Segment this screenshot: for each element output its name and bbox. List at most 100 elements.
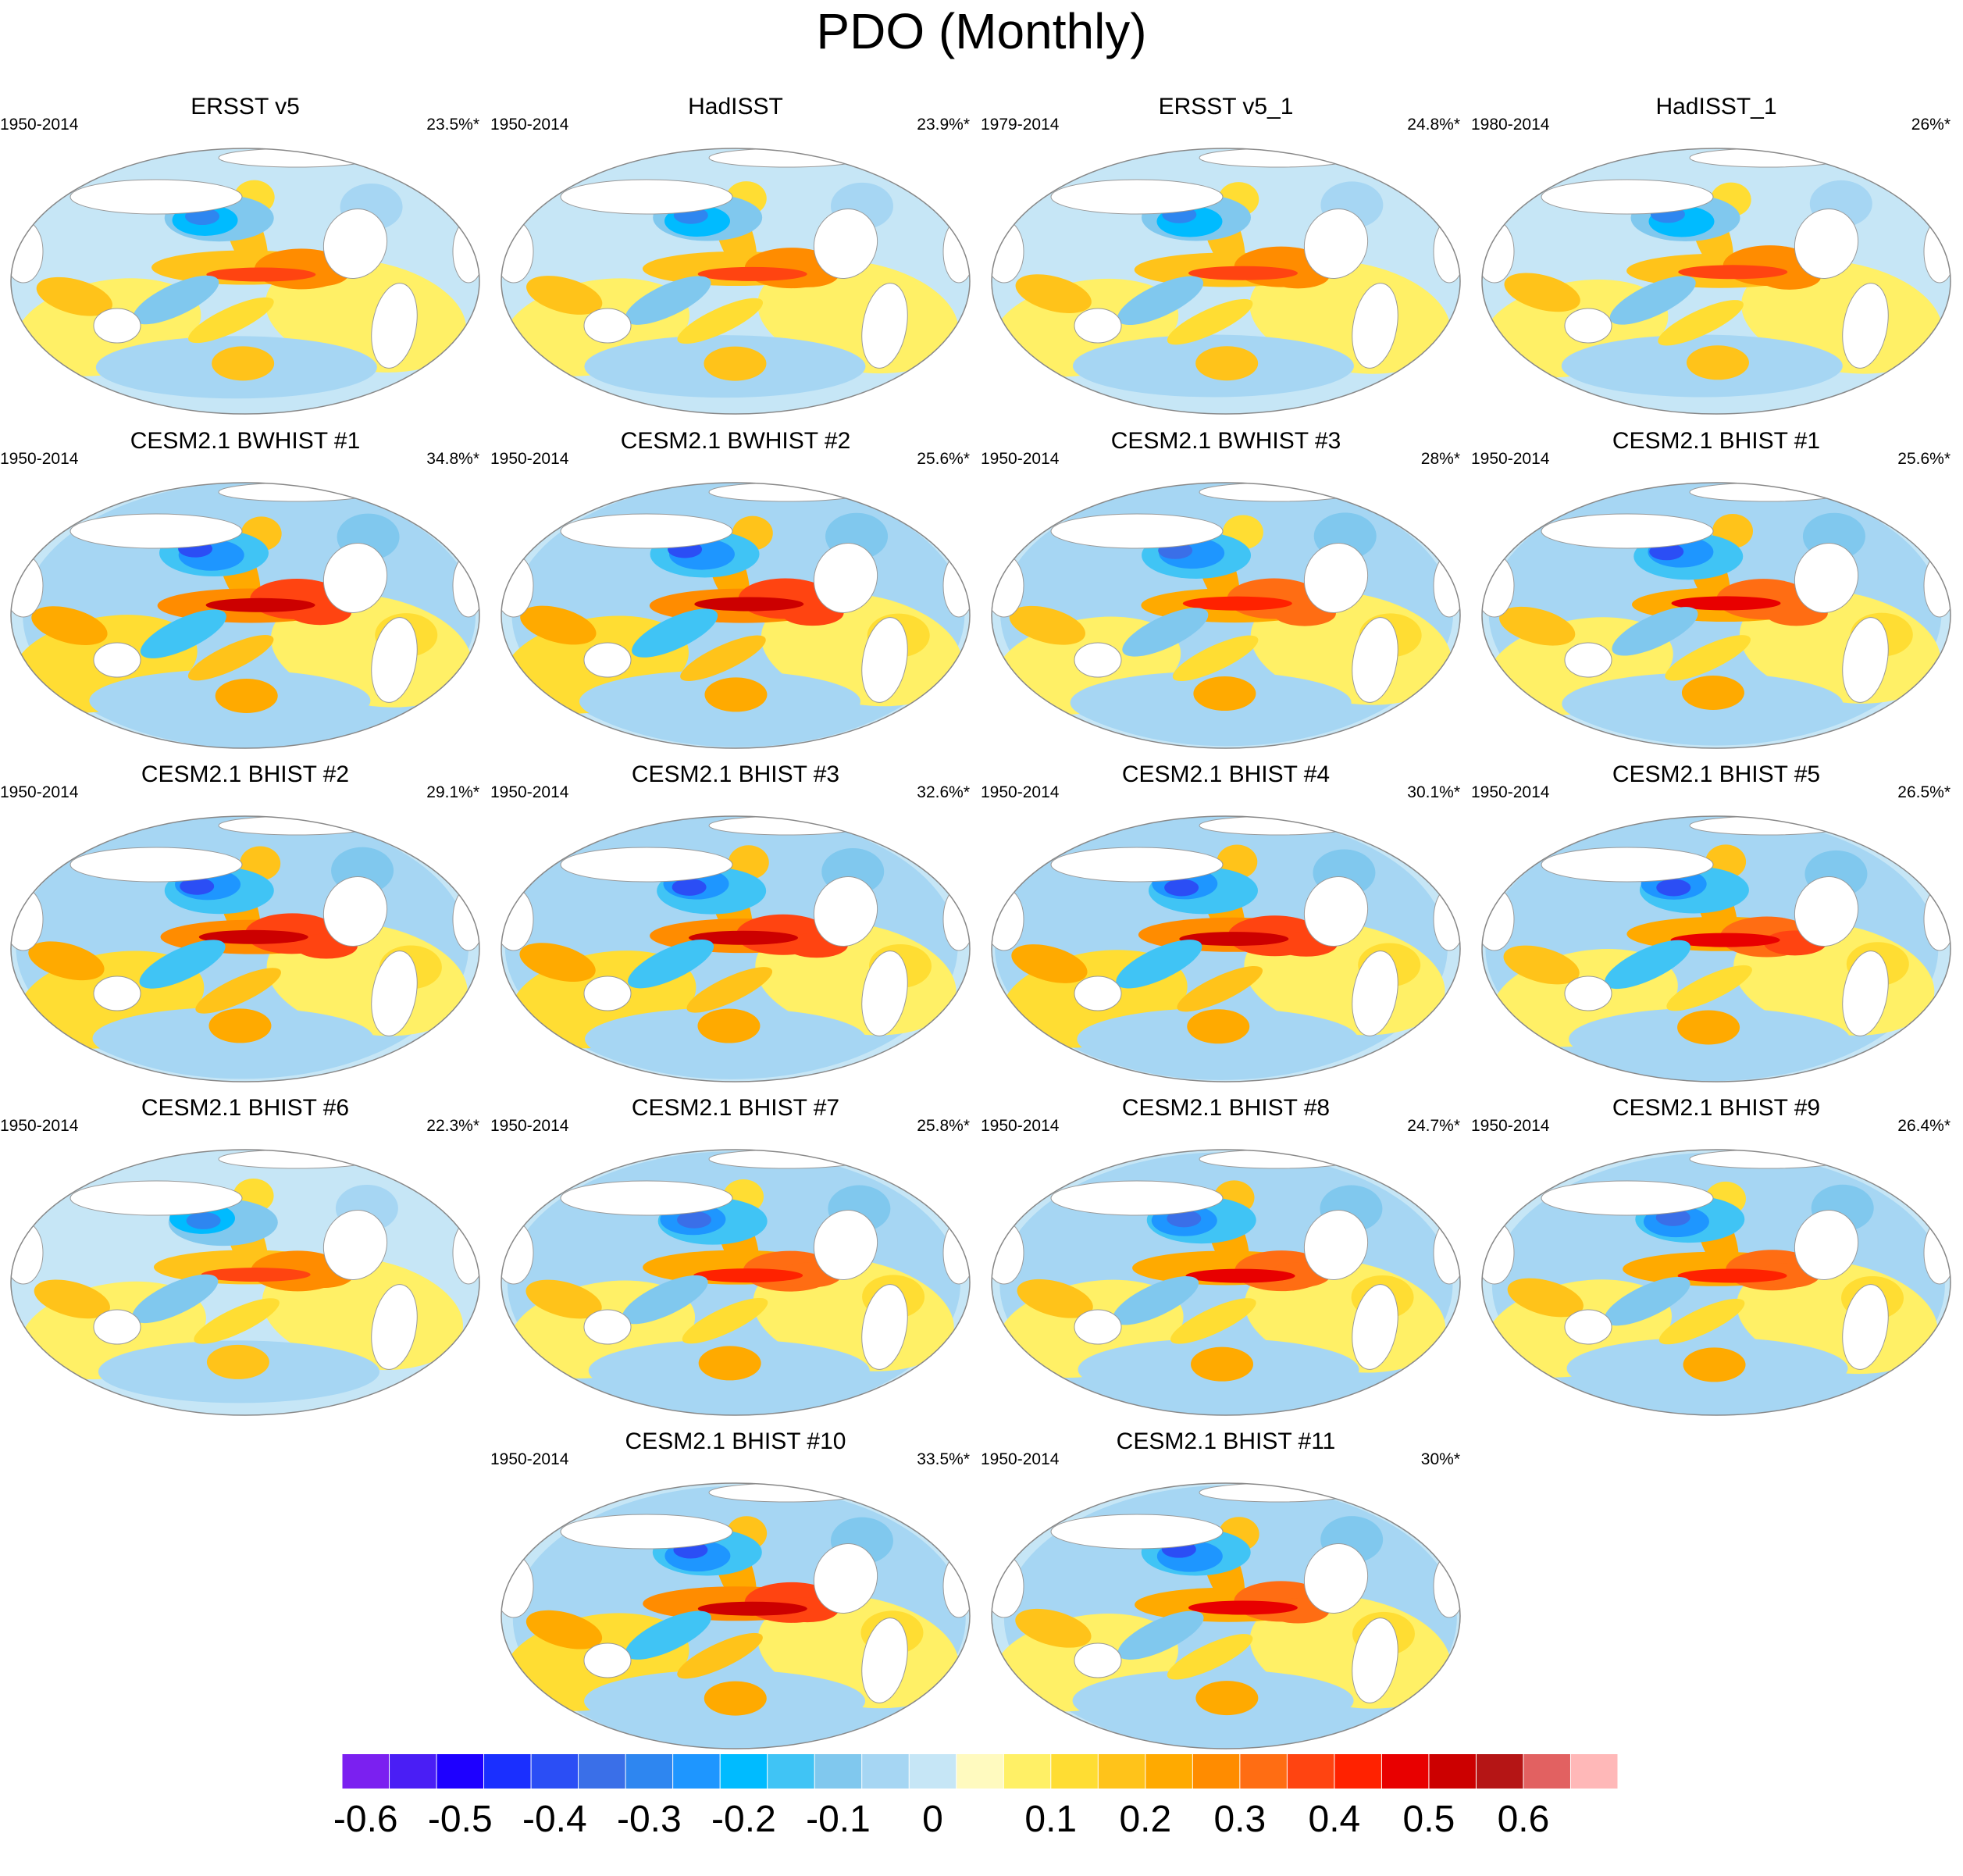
- map-border: [10, 815, 480, 1082]
- land-mass: [93, 1309, 141, 1345]
- sst-contour: [1612, 607, 1698, 656]
- panel-variance-pct: 26.5%*: [1897, 783, 1951, 801]
- sst-contour: [132, 1274, 219, 1324]
- land-mass: [1794, 209, 1859, 279]
- land-mass: [560, 1180, 733, 1216]
- land-mass: [1564, 642, 1612, 678]
- land-mass: [1842, 617, 1889, 703]
- land-mass: [1303, 209, 1369, 279]
- map-panel: HadISST 1950-2014 23.9%*: [490, 94, 981, 428]
- colorbar-tick-label: -0.5: [427, 1799, 493, 1840]
- sst-contour: [205, 597, 315, 612]
- colorbar-tick-label: -0.6: [333, 1799, 398, 1840]
- land-mass: [1794, 1210, 1859, 1280]
- sst-contour: [208, 1008, 272, 1043]
- map-panel: CESM2.1 BWHIST #1 1950-2014 34.8%*: [0, 428, 490, 762]
- land-mass: [583, 975, 632, 1011]
- map-plot: [991, 1482, 1461, 1749]
- sst-contour: [680, 635, 766, 681]
- land-mass: [322, 209, 388, 279]
- sst-contour: [187, 634, 274, 681]
- sst-contour: [1015, 1608, 1092, 1648]
- panel-title: CESM2.1 BHIST #1: [1612, 428, 1821, 454]
- sst-contour: [1681, 675, 1744, 710]
- map-plot: [501, 148, 971, 415]
- land-mass: [501, 1554, 534, 1618]
- panel-period: 1950-2014: [1471, 783, 1550, 801]
- panel-variance-pct: 30.1%*: [1407, 783, 1460, 801]
- sst-contour: [694, 597, 804, 612]
- land-mass: [501, 219, 534, 284]
- land-mass: [813, 543, 878, 613]
- sst-pattern: [992, 148, 1460, 414]
- map-panel: ERSST v5 1950-2014 23.5%*: [0, 94, 490, 428]
- land-mass: [1303, 876, 1369, 947]
- land-mass: [1564, 975, 1612, 1011]
- panel-title: CESM2.1 BWHIST #2: [620, 428, 851, 454]
- sst-pattern: [992, 1150, 1460, 1415]
- land-mass: [93, 975, 141, 1011]
- land-mass: [813, 876, 878, 947]
- sst-pattern: [1482, 816, 1951, 1082]
- land-mass: [1303, 543, 1369, 613]
- land-mass: [992, 554, 1024, 618]
- map-border: [991, 1149, 1461, 1416]
- sst-contour: [677, 1632, 763, 1679]
- sst-contour: [133, 275, 219, 325]
- colorbar-swatch: [342, 1754, 390, 1789]
- land-mass: [371, 617, 418, 703]
- sst-pattern: [11, 1150, 479, 1415]
- land-mass: [992, 887, 1024, 951]
- land-mass: [992, 219, 1024, 284]
- sst-pattern: [501, 483, 970, 748]
- map-plot: [1481, 482, 1951, 749]
- land-mass: [501, 554, 534, 618]
- panel-variance-pct: 26%*: [1911, 116, 1951, 134]
- sst-contour: [1503, 945, 1580, 985]
- map-plot: [1481, 1149, 1951, 1416]
- panel-title: CESM2.1 BHIST #2: [141, 761, 350, 787]
- sst-contour: [704, 346, 767, 381]
- sst-contour: [1172, 635, 1259, 682]
- sst-contour: [1499, 606, 1576, 646]
- land-mass: [813, 1210, 878, 1280]
- land-mass: [992, 1221, 1024, 1285]
- colorbar-swatch: [1523, 1754, 1571, 1789]
- panel-period: 1950-2014: [0, 1117, 79, 1135]
- land-mass: [1842, 1284, 1889, 1370]
- land-mass: [93, 308, 141, 344]
- land-mass: [1541, 1180, 1714, 1216]
- map-plot: [991, 1149, 1461, 1416]
- sst-contour: [1677, 1010, 1740, 1045]
- land-mass: [1352, 283, 1398, 369]
- sst-contour: [1678, 265, 1788, 280]
- land-mass: [1482, 219, 1515, 284]
- land-mass: [992, 1554, 1024, 1618]
- land-mass: [1352, 1284, 1398, 1370]
- sst-pattern: [501, 1150, 970, 1415]
- sst-contour: [140, 609, 226, 658]
- panel-variance-pct: 25.6%*: [917, 450, 970, 468]
- sst-contour: [1665, 635, 1751, 681]
- sst-contour: [1195, 346, 1259, 381]
- sst-contour: [212, 346, 275, 381]
- map-panel: CESM2.1 BHIST #1 1950-2014 25.6%*: [1471, 428, 1961, 762]
- panel-variance-pct: 23.9%*: [917, 116, 970, 134]
- sst-contour: [1177, 965, 1263, 1012]
- map-border: [501, 482, 971, 749]
- sst-contour: [1507, 1278, 1584, 1318]
- sst-contour: [1117, 276, 1204, 325]
- sst-contour: [201, 1268, 311, 1282]
- map-panel: CESM2.1 BWHIST #3 1950-2014 28%*: [981, 428, 1471, 762]
- land-mass: [1541, 179, 1714, 215]
- map-border: [10, 1149, 480, 1416]
- land-mass: [1482, 554, 1515, 618]
- land-mass: [1074, 975, 1122, 1011]
- land-mass: [1074, 308, 1122, 344]
- panel-title: CESM2.1 BHIST #7: [631, 1095, 840, 1121]
- sst-contour: [704, 677, 768, 712]
- map-border: [1481, 815, 1951, 1082]
- sst-contour: [34, 1279, 110, 1319]
- panel-variance-pct: 33.5%*: [917, 1450, 970, 1468]
- sst-contour: [194, 1298, 280, 1344]
